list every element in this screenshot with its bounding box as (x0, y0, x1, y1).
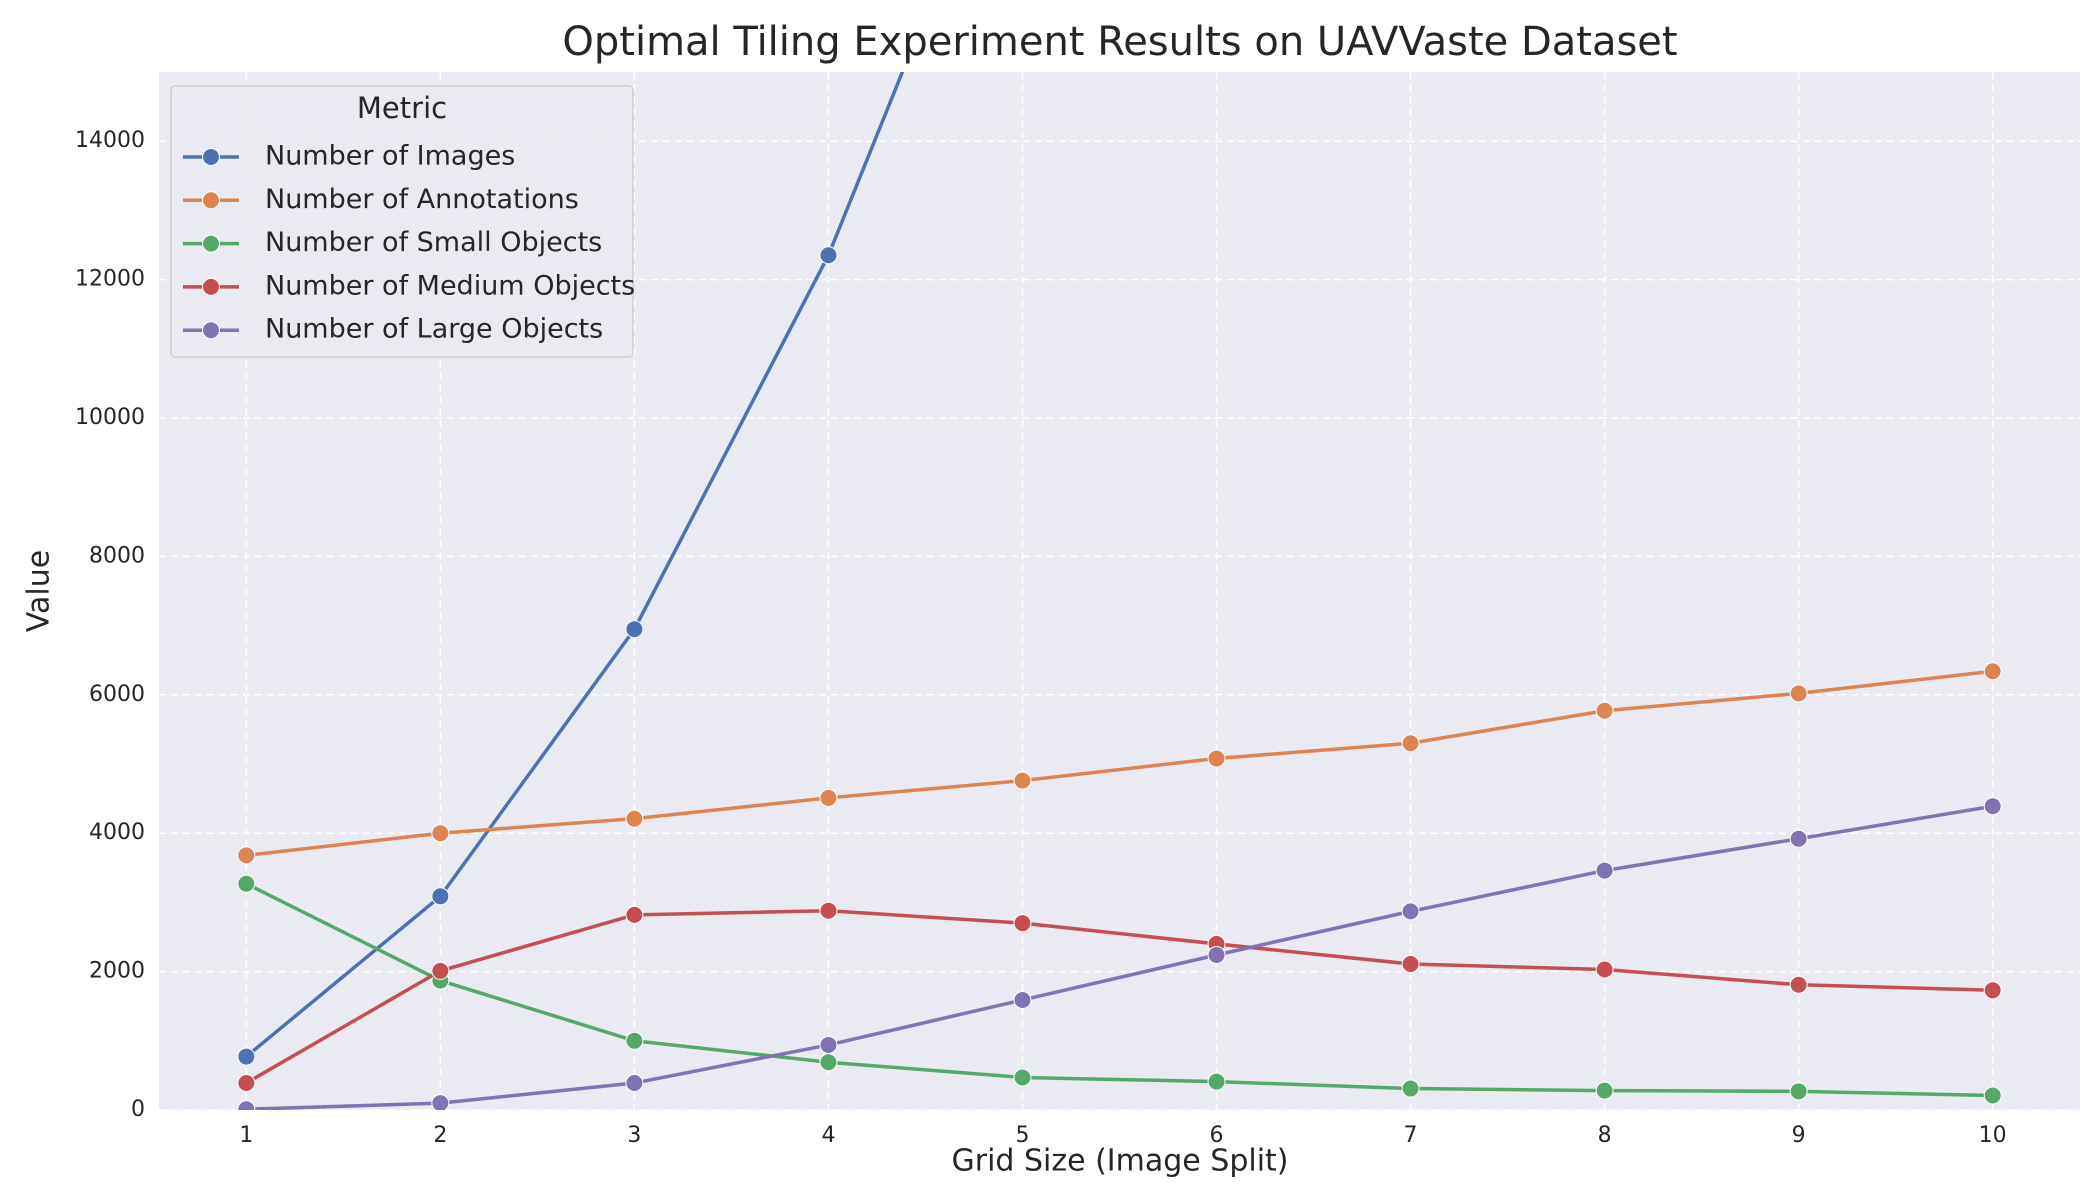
data-point (819, 246, 838, 265)
data-point (1595, 861, 1614, 880)
data-point (625, 905, 644, 924)
data-point (1983, 662, 2002, 681)
data-point (1401, 902, 1420, 921)
legend-marker (202, 234, 220, 253)
y-tick-label: 0 (131, 1097, 145, 1122)
data-point (819, 901, 838, 920)
data-point (1983, 797, 2002, 816)
data-point (1401, 734, 1420, 753)
legend-label: Number of Images (265, 141, 515, 172)
data-point (819, 1053, 838, 1072)
data-point (1401, 1079, 1420, 1098)
data-point (625, 1031, 644, 1050)
data-point (237, 1074, 256, 1093)
data-point (819, 788, 838, 807)
data-point (1013, 1068, 1032, 1087)
data-point (1207, 749, 1226, 768)
legend-marker (202, 321, 220, 340)
data-point (1207, 945, 1226, 964)
x-tick-label: 6 (1210, 1123, 1224, 1148)
data-point (1401, 954, 1420, 973)
legend-title: Metric (357, 91, 447, 125)
data-point (819, 1035, 838, 1054)
y-tick-label: 8000 (89, 543, 145, 568)
data-point (625, 809, 644, 828)
legend-label: Number of Medium Objects (265, 270, 635, 301)
chart-title: Optimal Tiling Experiment Results on UAV… (562, 19, 1677, 65)
x-tick-label: 8 (1598, 1123, 1612, 1148)
data-point (1595, 701, 1614, 720)
legend-marker (202, 191, 220, 210)
y-tick-label: 4000 (89, 820, 145, 845)
series-line (245, 72, 905, 1058)
data-point (237, 846, 256, 865)
x-tick-label: 2 (433, 1123, 447, 1148)
x-tick-label: 1 (239, 1123, 253, 1148)
y-axis-label: Value (22, 550, 57, 632)
data-point (237, 874, 256, 893)
y-tick-label: 12000 (75, 267, 145, 292)
data-point (1789, 975, 1808, 994)
data-point (625, 620, 644, 639)
data-point (1595, 1081, 1614, 1100)
data-point (1789, 829, 1808, 848)
data-point (625, 1074, 644, 1093)
legend-label: Number of Large Objects (265, 314, 603, 345)
x-tick-label: 5 (1015, 1123, 1029, 1148)
x-tick-label: 4 (821, 1123, 835, 1148)
data-point (431, 824, 450, 843)
data-point (1013, 771, 1032, 790)
data-point (237, 1047, 256, 1066)
series-line (245, 908, 1993, 1085)
data-point (1013, 990, 1032, 1009)
legend-marker (202, 148, 220, 166)
data-point (1789, 684, 1808, 703)
series-line (246, 669, 1993, 858)
legend-label: Number of Small Objects (265, 227, 602, 258)
x-tick-label: 3 (627, 1123, 641, 1148)
series-line (245, 882, 1993, 1098)
y-tick-label: 2000 (89, 959, 145, 984)
data-point (1983, 981, 2002, 1000)
data-point (431, 1094, 450, 1110)
y-tick-label: 6000 (89, 682, 145, 707)
legend-marker (202, 277, 220, 296)
data-point (1789, 1082, 1808, 1101)
x-axis-label: Grid Size (Image Split) (951, 1144, 1288, 1179)
data-point (1207, 1072, 1226, 1091)
data-point (1983, 1086, 2002, 1105)
data-point (237, 1100, 256, 1110)
x-tick-label: 7 (1404, 1123, 1418, 1148)
x-tick-label: 9 (1792, 1123, 1806, 1148)
legend-box (170, 85, 634, 358)
x-tick-label: 10 (1979, 1123, 2007, 1148)
series-line (246, 804, 1993, 1110)
data-point (431, 961, 450, 980)
data-point (1013, 914, 1032, 933)
data-point (1595, 960, 1614, 979)
y-tick-label: 10000 (75, 405, 145, 430)
data-point (431, 887, 450, 906)
legend-label: Number of Annotations (265, 184, 579, 215)
y-tick-label: 14000 (75, 128, 145, 153)
